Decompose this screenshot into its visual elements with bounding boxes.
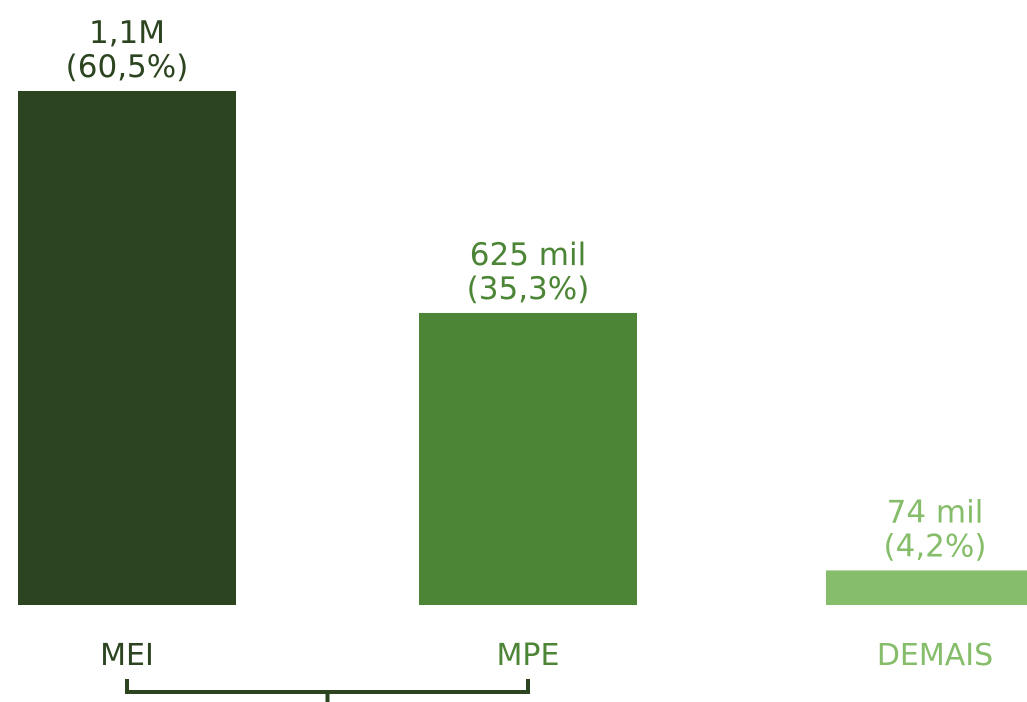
value-label-mei: 1,1M <box>89 15 165 51</box>
bar-demais <box>826 570 1027 605</box>
bar-mpe <box>419 312 637 605</box>
share-label-demais: (4,2%) <box>884 528 987 564</box>
category-labels-group: MEI MPE DEMAIS <box>100 638 993 673</box>
bars-group <box>18 91 1027 605</box>
value-label-demais: 74 mil <box>887 494 984 530</box>
value-labels-group: 1,1M(60,5%) 625 mil(35,3%) 74 mil(4,2%) <box>66 15 987 564</box>
value-label-mpe: 625 mil <box>470 237 586 273</box>
category-label-demais: DEMAIS <box>877 638 993 673</box>
share-label-mei: (60,5%) <box>66 49 189 85</box>
group-bracket <box>125 679 530 702</box>
bar-mei <box>18 91 236 605</box>
category-label-mpe: MPE <box>497 638 560 673</box>
share-label-mpe: (35,3%) <box>467 271 590 307</box>
category-label-mei: MEI <box>100 638 154 673</box>
